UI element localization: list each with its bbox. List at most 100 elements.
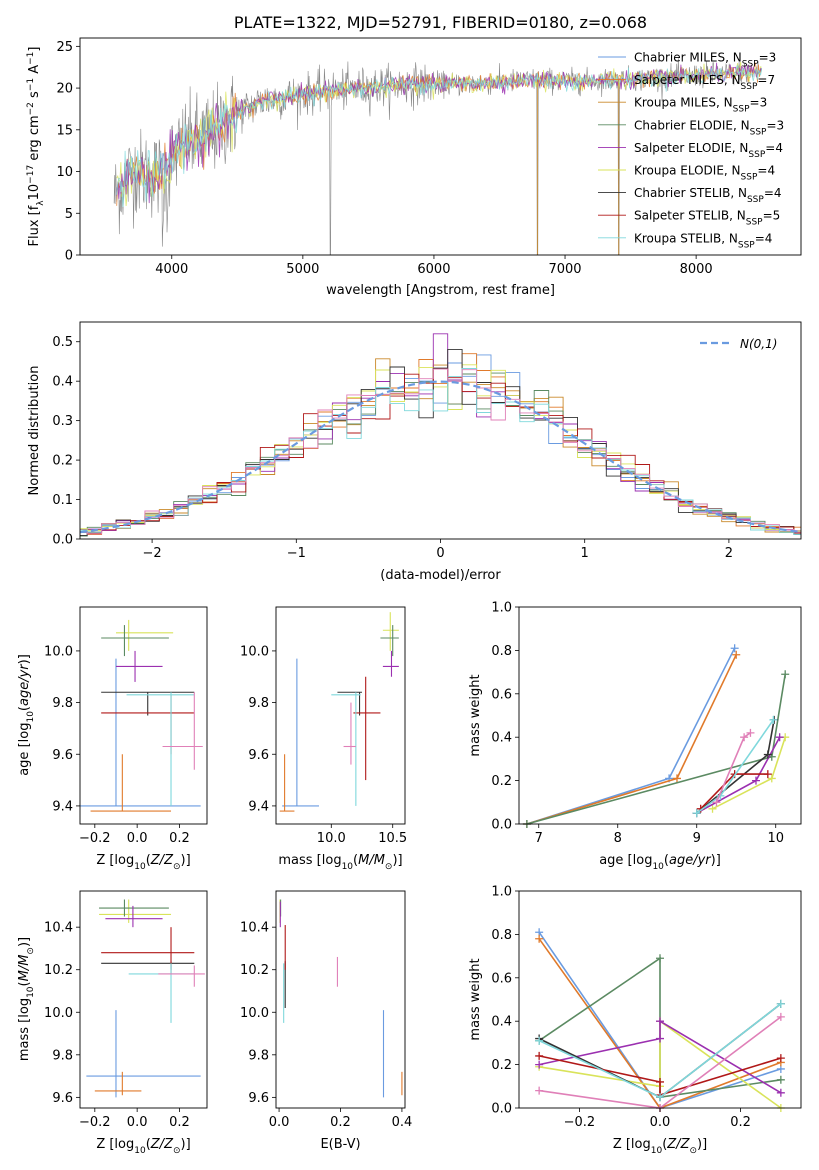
residual-histogram-panel-marks bbox=[79, 333, 802, 537]
weight-point-marker bbox=[751, 776, 760, 785]
weight-point-marker bbox=[656, 954, 664, 963]
x-tick-label: 2 bbox=[725, 546, 733, 561]
errorbar-panel-6: 0.0 0.2 0.4 9.6 9.8 10.0 10.2 10.4 bbox=[240, 890, 413, 1130]
y-tick-label: 9.4 bbox=[248, 799, 269, 814]
weight-point-marker bbox=[708, 804, 717, 813]
weight-point-marker bbox=[740, 733, 749, 742]
axes-frame bbox=[518, 606, 802, 825]
z-xlabel: Z [log10(Z/Z⊙)] bbox=[96, 1137, 190, 1156]
axes-frame bbox=[79, 321, 802, 540]
weight-series-line bbox=[538, 1019, 782, 1094]
y-tick-label: 0.4 bbox=[491, 1015, 512, 1030]
weight-point-marker bbox=[535, 1051, 544, 1060]
y-tick-label: 9.6 bbox=[248, 1091, 269, 1106]
y-tick-label: 9.6 bbox=[248, 748, 269, 763]
axes-frame bbox=[518, 890, 802, 1109]
y-tick-label: 9.4 bbox=[52, 799, 73, 814]
x-tick-label: 0.0 bbox=[650, 1115, 671, 1130]
y-tick-label: 0.3 bbox=[52, 414, 73, 429]
x-tick-label: 0.0 bbox=[269, 1115, 290, 1130]
weight-point-marker bbox=[776, 1054, 785, 1063]
age-ylabel: age [log10(age/yr)] bbox=[17, 654, 36, 776]
spectrum-ylabel: Flux [fλ10−17 erg cm−2 s−1 A−1] bbox=[26, 47, 46, 247]
x-tick-label: 8000 bbox=[680, 262, 713, 277]
weight-series-line bbox=[526, 654, 737, 825]
weight-point-marker bbox=[730, 644, 739, 653]
weight-point-marker bbox=[781, 670, 790, 679]
y-tick-label: 10.0 bbox=[44, 644, 73, 659]
y-tick-label: 0 bbox=[65, 249, 73, 264]
y-tick-label: 10.2 bbox=[44, 963, 73, 978]
weight-point-marker bbox=[672, 774, 681, 783]
histogram-step-line bbox=[80, 368, 801, 537]
x-tick-label: 0.4 bbox=[392, 1115, 413, 1130]
spectrum-panel-marks bbox=[113, 58, 763, 255]
histogram-step-line bbox=[80, 348, 801, 536]
y-tick-label: 1.0 bbox=[491, 601, 512, 616]
y-tick-label: 10.0 bbox=[240, 1006, 269, 1021]
legend-entry: Kroupa STELIB, NSSP=4 bbox=[634, 231, 772, 250]
weight-point-marker bbox=[656, 1093, 664, 1102]
y-tick-label: 9.8 bbox=[248, 1048, 269, 1063]
y-tick-label: 0.8 bbox=[491, 644, 512, 659]
weight-point-marker bbox=[763, 750, 772, 759]
legend-entry: Chabrier ELODIE, NSSP=3 bbox=[634, 118, 784, 137]
weight-point-marker bbox=[712, 798, 721, 807]
y-tick-label: 0.2 bbox=[52, 454, 73, 469]
legend-entry: Kroupa MILES, NSSP=3 bbox=[634, 96, 767, 115]
weight-point-marker bbox=[656, 1077, 664, 1086]
x-tick-label: 10.5 bbox=[378, 831, 407, 846]
x-tick-label: 7000 bbox=[548, 262, 581, 277]
spectrum-xlabel: wavelength [Angstrom, rest frame] bbox=[326, 283, 555, 298]
z-xlabel: Z [log10(Z/Z⊙)] bbox=[613, 1137, 707, 1156]
ebv-xlabel: E(B-V) bbox=[320, 1137, 360, 1152]
axes-frame bbox=[275, 890, 406, 1109]
y-tick-label: 10 bbox=[56, 165, 73, 180]
histogram-step-line bbox=[80, 368, 801, 534]
weight-point-marker bbox=[656, 1017, 664, 1026]
x-tick-label: −0.2 bbox=[564, 1115, 596, 1130]
y-tick-label: 0.0 bbox=[52, 533, 73, 548]
x-tick-label: 0.2 bbox=[169, 831, 190, 846]
weight-point-marker bbox=[535, 1086, 544, 1095]
y-tick-label: 0.4 bbox=[52, 375, 73, 390]
y-tick-label: 0.8 bbox=[491, 928, 512, 943]
histogram-step-line bbox=[80, 368, 801, 535]
weight-point-marker bbox=[746, 728, 755, 737]
y-tick-label: 0.2 bbox=[491, 774, 512, 789]
weight-point-marker bbox=[535, 1060, 544, 1069]
histogram-ylabel: Normed distribution bbox=[27, 366, 42, 496]
legend-entry: Salpeter STELIB, NSSP=5 bbox=[634, 209, 780, 228]
x-tick-label: 5000 bbox=[286, 262, 319, 277]
x-tick-label: −0.2 bbox=[79, 1115, 111, 1130]
normal-curve-line bbox=[79, 380, 802, 534]
axes-frame bbox=[79, 37, 802, 256]
weight-point-marker bbox=[776, 999, 785, 1008]
legend-entry: N(0,1) bbox=[740, 337, 777, 351]
x-tick-label: 0.2 bbox=[330, 1115, 351, 1130]
weight-point-marker bbox=[769, 715, 778, 724]
spectrum-panel: 4000 5000 6000 7000 8000 0 5 10 15 20 25 bbox=[56, 37, 802, 277]
y-tick-label: 9.8 bbox=[52, 1048, 73, 1063]
weight-series-line bbox=[526, 674, 786, 825]
axes-frame bbox=[79, 606, 208, 825]
y-tick-label: 10.4 bbox=[44, 921, 73, 936]
mass-weight-panel-4-marks bbox=[522, 644, 790, 828]
x-tick-label: 0.2 bbox=[169, 1115, 190, 1130]
weight-series-line bbox=[526, 647, 736, 825]
x-tick-label: 1 bbox=[581, 546, 589, 561]
y-tick-label: 0.5 bbox=[52, 335, 73, 350]
y-tick-label: 20 bbox=[56, 82, 73, 97]
y-tick-label: 0.6 bbox=[491, 971, 512, 986]
y-tick-label: 0.4 bbox=[491, 731, 512, 746]
weight-point-marker bbox=[776, 1012, 785, 1021]
x-tick-label: 10.0 bbox=[317, 831, 346, 846]
x-tick-label: 10 bbox=[767, 831, 784, 846]
legend-entry: Salpeter ELODIE, NSSP=4 bbox=[634, 141, 783, 160]
legend-entry: Kroupa ELODIE, NSSP=4 bbox=[634, 164, 775, 183]
legend-entry: Chabrier STELIB, NSSP=4 bbox=[634, 186, 782, 205]
model-spectrum-line bbox=[116, 64, 763, 208]
errorbar-panel-2-marks bbox=[80, 619, 203, 812]
errorbar-panel-3: 10.0 10.5 9.4 9.6 9.8 10.0 bbox=[240, 606, 407, 846]
axes-frame bbox=[275, 606, 406, 825]
